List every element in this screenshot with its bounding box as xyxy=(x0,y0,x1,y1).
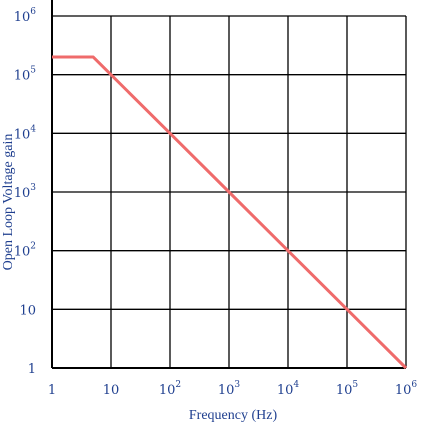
x-tick-label: 1 xyxy=(48,383,56,398)
x-tick-label: 103 xyxy=(218,380,241,398)
y-tick-label: 103 xyxy=(14,183,37,201)
y-tick-label: 104 xyxy=(14,124,37,142)
series-layer xyxy=(52,55,408,370)
x-tick-labels: 1 10 102 103 104 105 106 xyxy=(48,380,418,398)
y-tick-label: 10 xyxy=(19,303,36,318)
axes xyxy=(51,0,406,369)
y-tick-label: 102 xyxy=(14,242,36,260)
y-axis-label: Open Loop Voltage gain xyxy=(1,134,16,271)
x-tick-label: 10 xyxy=(103,383,120,398)
y-tick-label: 106 xyxy=(14,7,37,25)
y-tick-label: 1 xyxy=(28,362,36,377)
series-line xyxy=(52,55,408,370)
x-axis-label: Frequency (Hz) xyxy=(189,408,278,423)
x-tick-label: 102 xyxy=(159,380,181,398)
y-tick-labels: 1 10 102 103 104 105 106 xyxy=(14,7,37,377)
x-tick-label: 104 xyxy=(277,380,300,398)
x-tick-label: 105 xyxy=(336,380,359,398)
x-tick-label: 106 xyxy=(395,380,418,398)
y-tick-label: 105 xyxy=(14,66,37,84)
